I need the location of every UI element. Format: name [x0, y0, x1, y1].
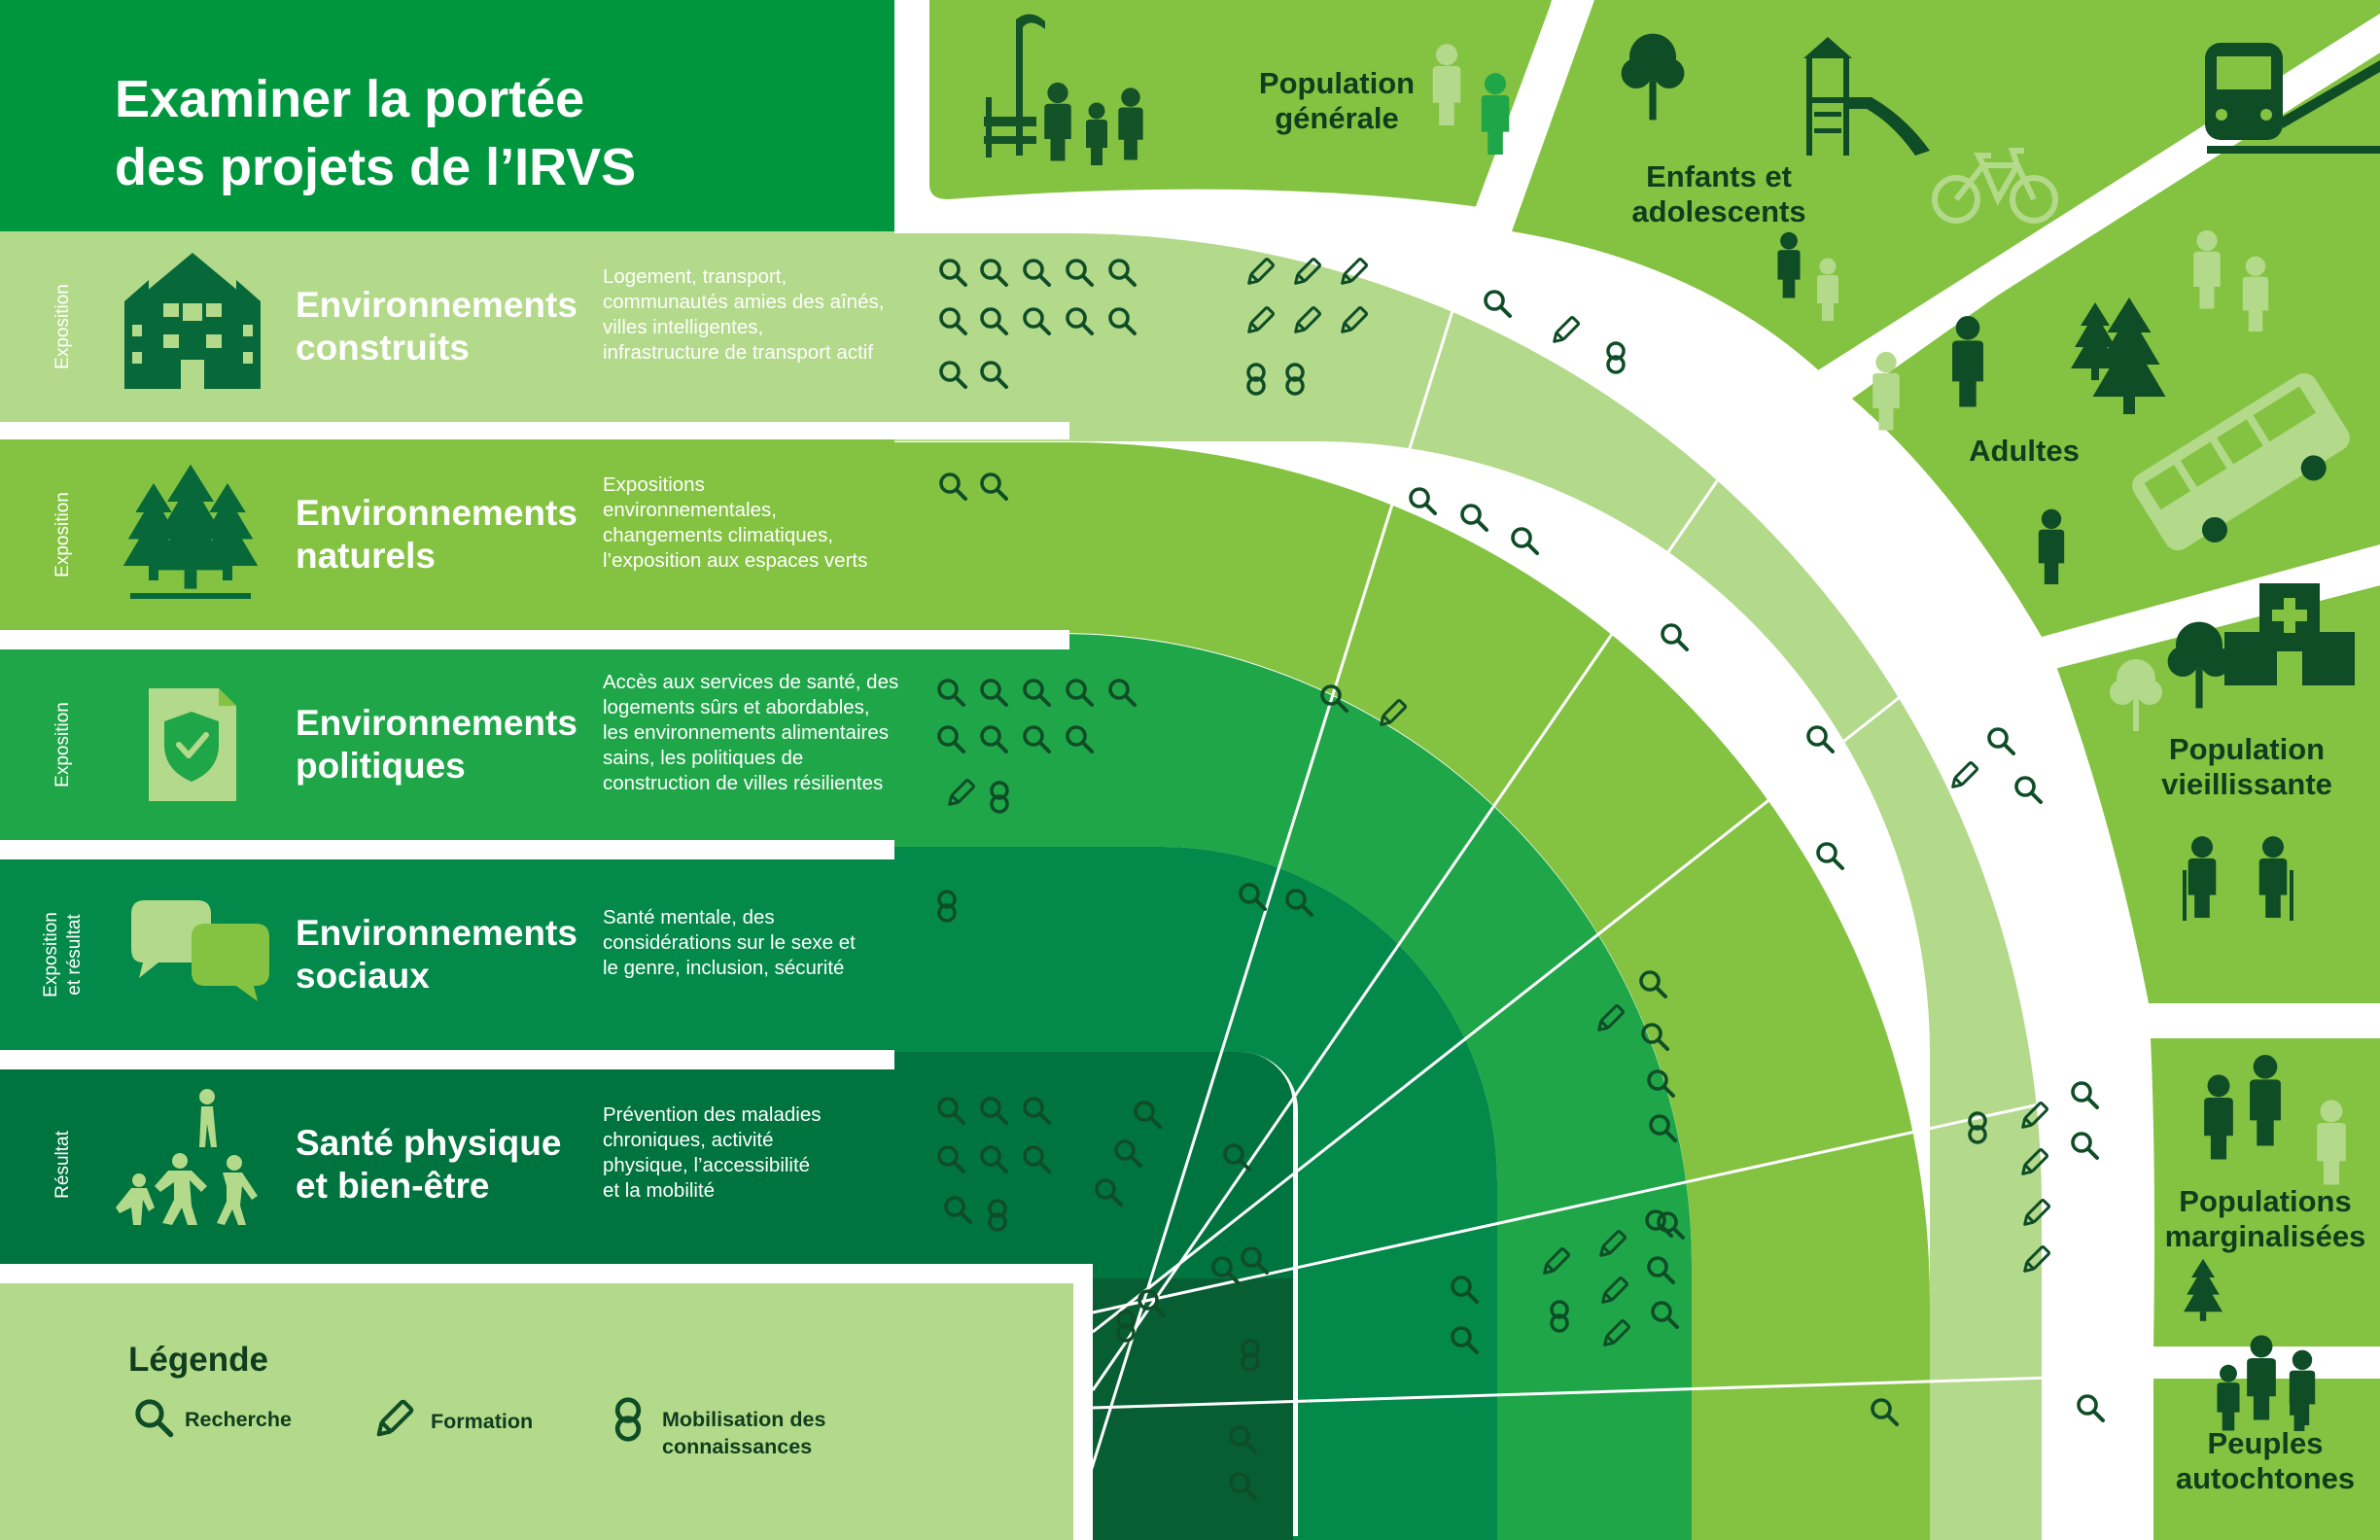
bus-icon [2132, 372, 2350, 551]
pop-generale-line1: Population [1259, 66, 1415, 100]
pop-marginalisees-line2: marginalisées [2165, 1219, 2366, 1253]
row-heading: Santé physique [296, 1123, 561, 1163]
row-description: considérations sur le sexe et [603, 931, 856, 954]
bicycle-icon [1932, 148, 2058, 224]
row-heading: construits [296, 328, 470, 368]
row-side-label: Exposition [52, 702, 73, 788]
pop-enfants-line1: Enfants et [1646, 159, 1792, 193]
row-labels: Exposition EnvironnementsconstruitsLogeme… [41, 265, 898, 1206]
pop-vieillissante-line2: vieillissante [2161, 767, 2332, 801]
elderly-people-icon [2183, 836, 2293, 921]
row-description: Accès aux services de santé, des [603, 671, 898, 693]
pop-adultes: Adultes [1969, 434, 2080, 468]
building-icon [124, 253, 261, 389]
pop-vieillissante-line1: Population [2169, 732, 2325, 766]
legend: Légende Recherche Formation Mobilisation… [128, 1341, 825, 1458]
pop-enfants-line2: adolescents [1631, 194, 1805, 228]
legend-label-mobilisation-2: connaissances [662, 1435, 812, 1458]
playground-icon [1803, 37, 1930, 156]
row-description: construction de villes résilientes [603, 772, 883, 794]
row-heading: Environnements [296, 285, 578, 325]
radial-lines [1068, 254, 2145, 1540]
pop-marginalisees-line1: Populations [2179, 1184, 2351, 1218]
page-title-line2: des projets de l’IRVS [115, 138, 636, 196]
band-core [1093, 1278, 1293, 1540]
population-labels: Population générale Enfants et adolescen… [1259, 66, 2365, 1495]
train-icon [2205, 43, 2380, 154]
row-description: changements climatiques, [603, 524, 833, 546]
row-heading: Environnements [296, 913, 578, 953]
population-illustrations [984, 14, 2380, 1431]
row-heading: naturels [296, 536, 436, 576]
row-side-label: Exposition [41, 912, 61, 998]
page-title: Examiner la portée des projets de l’IRVS [115, 70, 636, 196]
row-heading: Environnements [296, 703, 578, 743]
title-bar [0, 0, 894, 231]
row-heading: sociaux [296, 956, 430, 996]
row-description: physique, l’accessibilité [603, 1154, 810, 1176]
row-side-label: et résultat [64, 914, 85, 996]
row-heading: Environnements [296, 493, 578, 533]
row-description: Santé mentale, des [603, 906, 775, 928]
park-family-icon [984, 14, 1143, 165]
row-description: chroniques, activité [603, 1129, 773, 1151]
pop-generale-line2: générale [1275, 101, 1399, 135]
row-description: villes intelligentes, [603, 316, 763, 338]
hospital-icon [2224, 583, 2355, 685]
row-heading: politiques [296, 746, 466, 786]
row-heading: et bien-être [296, 1166, 489, 1206]
row-description: infrastructure de transport actif [603, 341, 873, 364]
row-sante [0, 1069, 894, 1264]
row-description: l’exposition aux espaces verts [603, 549, 867, 572]
legend-label-mobilisation-1: Mobilisation des [662, 1408, 825, 1431]
row-description: logements sûrs et abordables, [603, 696, 870, 718]
row-description: les environnements alimentaires [603, 721, 889, 744]
row-side-label: Exposition [52, 284, 73, 369]
row-description: communautés amies des aînés, [603, 291, 884, 313]
policy-shield-icon [149, 688, 236, 801]
row-description: et la mobilité [603, 1179, 715, 1202]
forest-icon [122, 464, 259, 599]
exercise-people-icon [116, 1089, 258, 1225]
block-peuples-autochtones [2153, 1379, 2380, 1540]
row-description: le genre, inclusion, sécurité [603, 957, 844, 979]
speech-bubbles-icon [131, 900, 269, 1001]
row-description: Expositions [603, 473, 705, 496]
page-title-line1: Examiner la portée [115, 70, 584, 128]
legend-panel [0, 1283, 1073, 1540]
pop-autochtones-line1: Peuples [2208, 1426, 2324, 1460]
row-description: environnementales, [603, 499, 777, 521]
row-side-label: Résultat [52, 1130, 73, 1198]
row-description: Logement, transport, [603, 265, 787, 288]
pop-autochtones-line2: autochtones [2176, 1461, 2355, 1495]
row-description: Prévention des maladies [603, 1103, 822, 1126]
block-population-generale [929, 0, 1552, 209]
legend-title: Légende [128, 1341, 268, 1379]
block-enfants-adolescents [1512, 0, 2380, 374]
row-icons [116, 253, 269, 1225]
row-side-label: Exposition [52, 492, 73, 578]
legend-label-recherche: Recherche [185, 1408, 292, 1431]
legend-label-formation: Formation [431, 1410, 533, 1433]
row-description: sains, les politiques de [603, 747, 803, 769]
